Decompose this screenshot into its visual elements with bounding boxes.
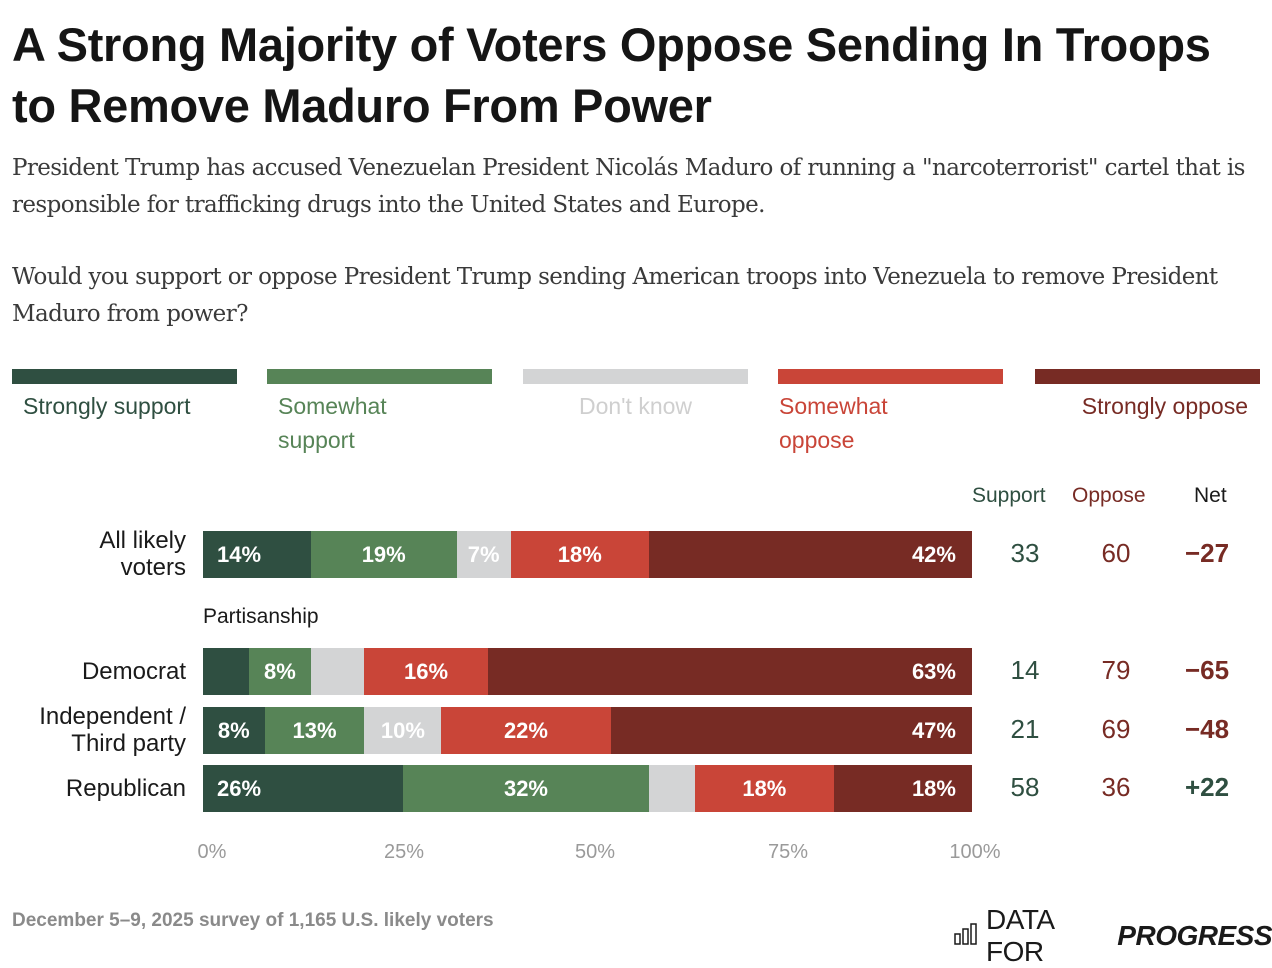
net-value: −65 <box>1184 655 1230 685</box>
row-label-line: All likely <box>99 527 186 554</box>
bar-segment-strongly-support <box>203 648 250 695</box>
oppose-value: 79 <box>1101 655 1131 685</box>
legend: Strongly support Somewhat support Don't … <box>12 369 1260 469</box>
bar-segment-strongly-oppose: 63% <box>487 648 972 695</box>
data-label: 8% <box>217 717 250 743</box>
legend-label: Somewhat support <box>278 393 387 453</box>
oppose-value: 60 <box>1101 538 1131 568</box>
x-tick-label: 100% <box>949 841 1001 863</box>
data-label: 22% <box>503 717 548 743</box>
bar-segment-strongly-support: 14% <box>203 531 311 578</box>
stacked-bar: 8% 13% 10% 22% 47% <box>203 707 972 754</box>
stacked-bar: 26% 32% 18% 18% <box>203 765 972 812</box>
chart-title: A Strong Majority of Voters Oppose Sendi… <box>12 18 1211 132</box>
net-value: +22 <box>1184 772 1230 802</box>
x-tick-label: 25% <box>383 841 425 863</box>
legend-swatch <box>1035 369 1260 384</box>
bar-chart-icon <box>954 920 978 952</box>
row-label-line: Democrat <box>81 657 186 685</box>
net-value: −48 <box>1184 714 1230 744</box>
legend-label: Don't know <box>578 393 693 419</box>
data-label: 47% <box>911 717 956 743</box>
legend-item-strongly-oppose: Strongly oppose <box>1035 369 1260 423</box>
legend-item-somewhat-oppose: Somewhat oppose <box>778 369 1003 457</box>
oppose-value: 69 <box>1101 714 1131 744</box>
bar-segment-somewhat-oppose: 16% <box>364 648 488 695</box>
row-label-line: voters <box>120 554 186 581</box>
data-label: 7% <box>467 541 500 567</box>
legend-swatch <box>778 369 1003 384</box>
net-value: −27 <box>1184 538 1230 568</box>
x-tick-label: 0% <box>197 841 227 863</box>
support-value: 21 <box>1010 714 1040 744</box>
bar-segment-strongly-support: 8% <box>203 707 265 754</box>
data-label: 19% <box>361 541 406 567</box>
bar-segment-somewhat-support: 13% <box>264 707 365 754</box>
bar-segment-somewhat-support: 32% <box>402 765 650 812</box>
data-label: 14% <box>217 541 262 567</box>
data-label: 8% <box>263 658 296 684</box>
stacked-bar: 8% 16% 63% <box>203 648 972 695</box>
bar-segment-somewhat-support: 8% <box>249 648 311 695</box>
bar-segment-somewhat-oppose: 18% <box>510 531 649 578</box>
legend-label: Strongly support <box>23 393 191 419</box>
survey-question: Would you support or oppose President Tr… <box>12 264 1218 327</box>
data-for-progress-logo: DATA FOR PROGRESS <box>954 904 1272 968</box>
support-value: 58 <box>1010 772 1040 802</box>
legend-label: Strongly oppose <box>1081 393 1248 419</box>
row-label-line: Republican <box>65 774 186 802</box>
bar-segment-dont-know: 10% <box>364 707 442 754</box>
survey-footnote: December 5–9, 2025 survey of 1,165 U.S. … <box>12 910 494 931</box>
row-label: Independent / Third party <box>0 703 186 757</box>
support-value: 33 <box>1010 538 1040 568</box>
data-label: 42% <box>911 541 956 567</box>
logo-text-bold: PROGRESS <box>1117 920 1272 951</box>
chart-subtitle: President Trump has accused Venezuelan P… <box>12 155 1245 218</box>
data-label: 16% <box>403 658 449 684</box>
bar-segment-dont-know <box>310 648 365 695</box>
bar-segment-strongly-support: 26% <box>203 765 403 812</box>
support-value: 14 <box>1010 655 1040 685</box>
bar-segment-strongly-oppose: 47% <box>610 707 972 754</box>
logo-text-light: DATA FOR <box>986 904 1053 967</box>
bar-segment-somewhat-support: 19% <box>310 531 457 578</box>
row-label: Democrat <box>0 658 186 685</box>
legend-swatch <box>12 369 237 384</box>
data-label: 63% <box>911 658 956 684</box>
data-label: 32% <box>503 775 548 801</box>
legend-label: Somewhat oppose <box>779 393 888 453</box>
bar-segment-dont-know: 7% <box>456 531 511 578</box>
legend-item-somewhat-support: Somewhat support <box>267 369 492 457</box>
column-header-support: Support <box>972 484 1046 507</box>
legend-swatch <box>523 369 748 384</box>
column-header-oppose: Oppose <box>1072 484 1146 507</box>
oppose-value: 36 <box>1101 772 1131 802</box>
row-label-line: Independent / <box>39 703 186 730</box>
group-label-partisanship: Partisanship <box>203 605 319 628</box>
x-tick-label: 50% <box>574 841 616 863</box>
row-label: Republican <box>0 775 186 802</box>
column-header-net: Net <box>1194 484 1227 507</box>
bar-segment-somewhat-oppose: 18% <box>695 765 834 812</box>
data-label: 18% <box>557 541 602 567</box>
row-label-line: Third party <box>71 730 186 757</box>
legend-swatch <box>267 369 492 384</box>
row-label: All likely voters <box>0 527 186 581</box>
bar-segment-somewhat-oppose: 22% <box>441 707 611 754</box>
data-label: 13% <box>292 717 337 743</box>
data-label: 26% <box>217 775 262 801</box>
bar-segment-strongly-oppose: 42% <box>649 531 972 578</box>
data-label: 18% <box>742 775 787 801</box>
x-tick-label: 75% <box>767 841 809 863</box>
legend-item-strongly-support: Strongly support <box>12 369 237 423</box>
data-label: 18% <box>911 775 956 801</box>
bar-segment-strongly-oppose: 18% <box>833 765 972 812</box>
data-label: 10% <box>380 717 425 743</box>
bar-segment-dont-know <box>649 765 696 812</box>
legend-item-dont-know: Don't know <box>523 369 748 423</box>
stacked-bar: 14% 19% 7% 18% 42% <box>203 531 972 578</box>
